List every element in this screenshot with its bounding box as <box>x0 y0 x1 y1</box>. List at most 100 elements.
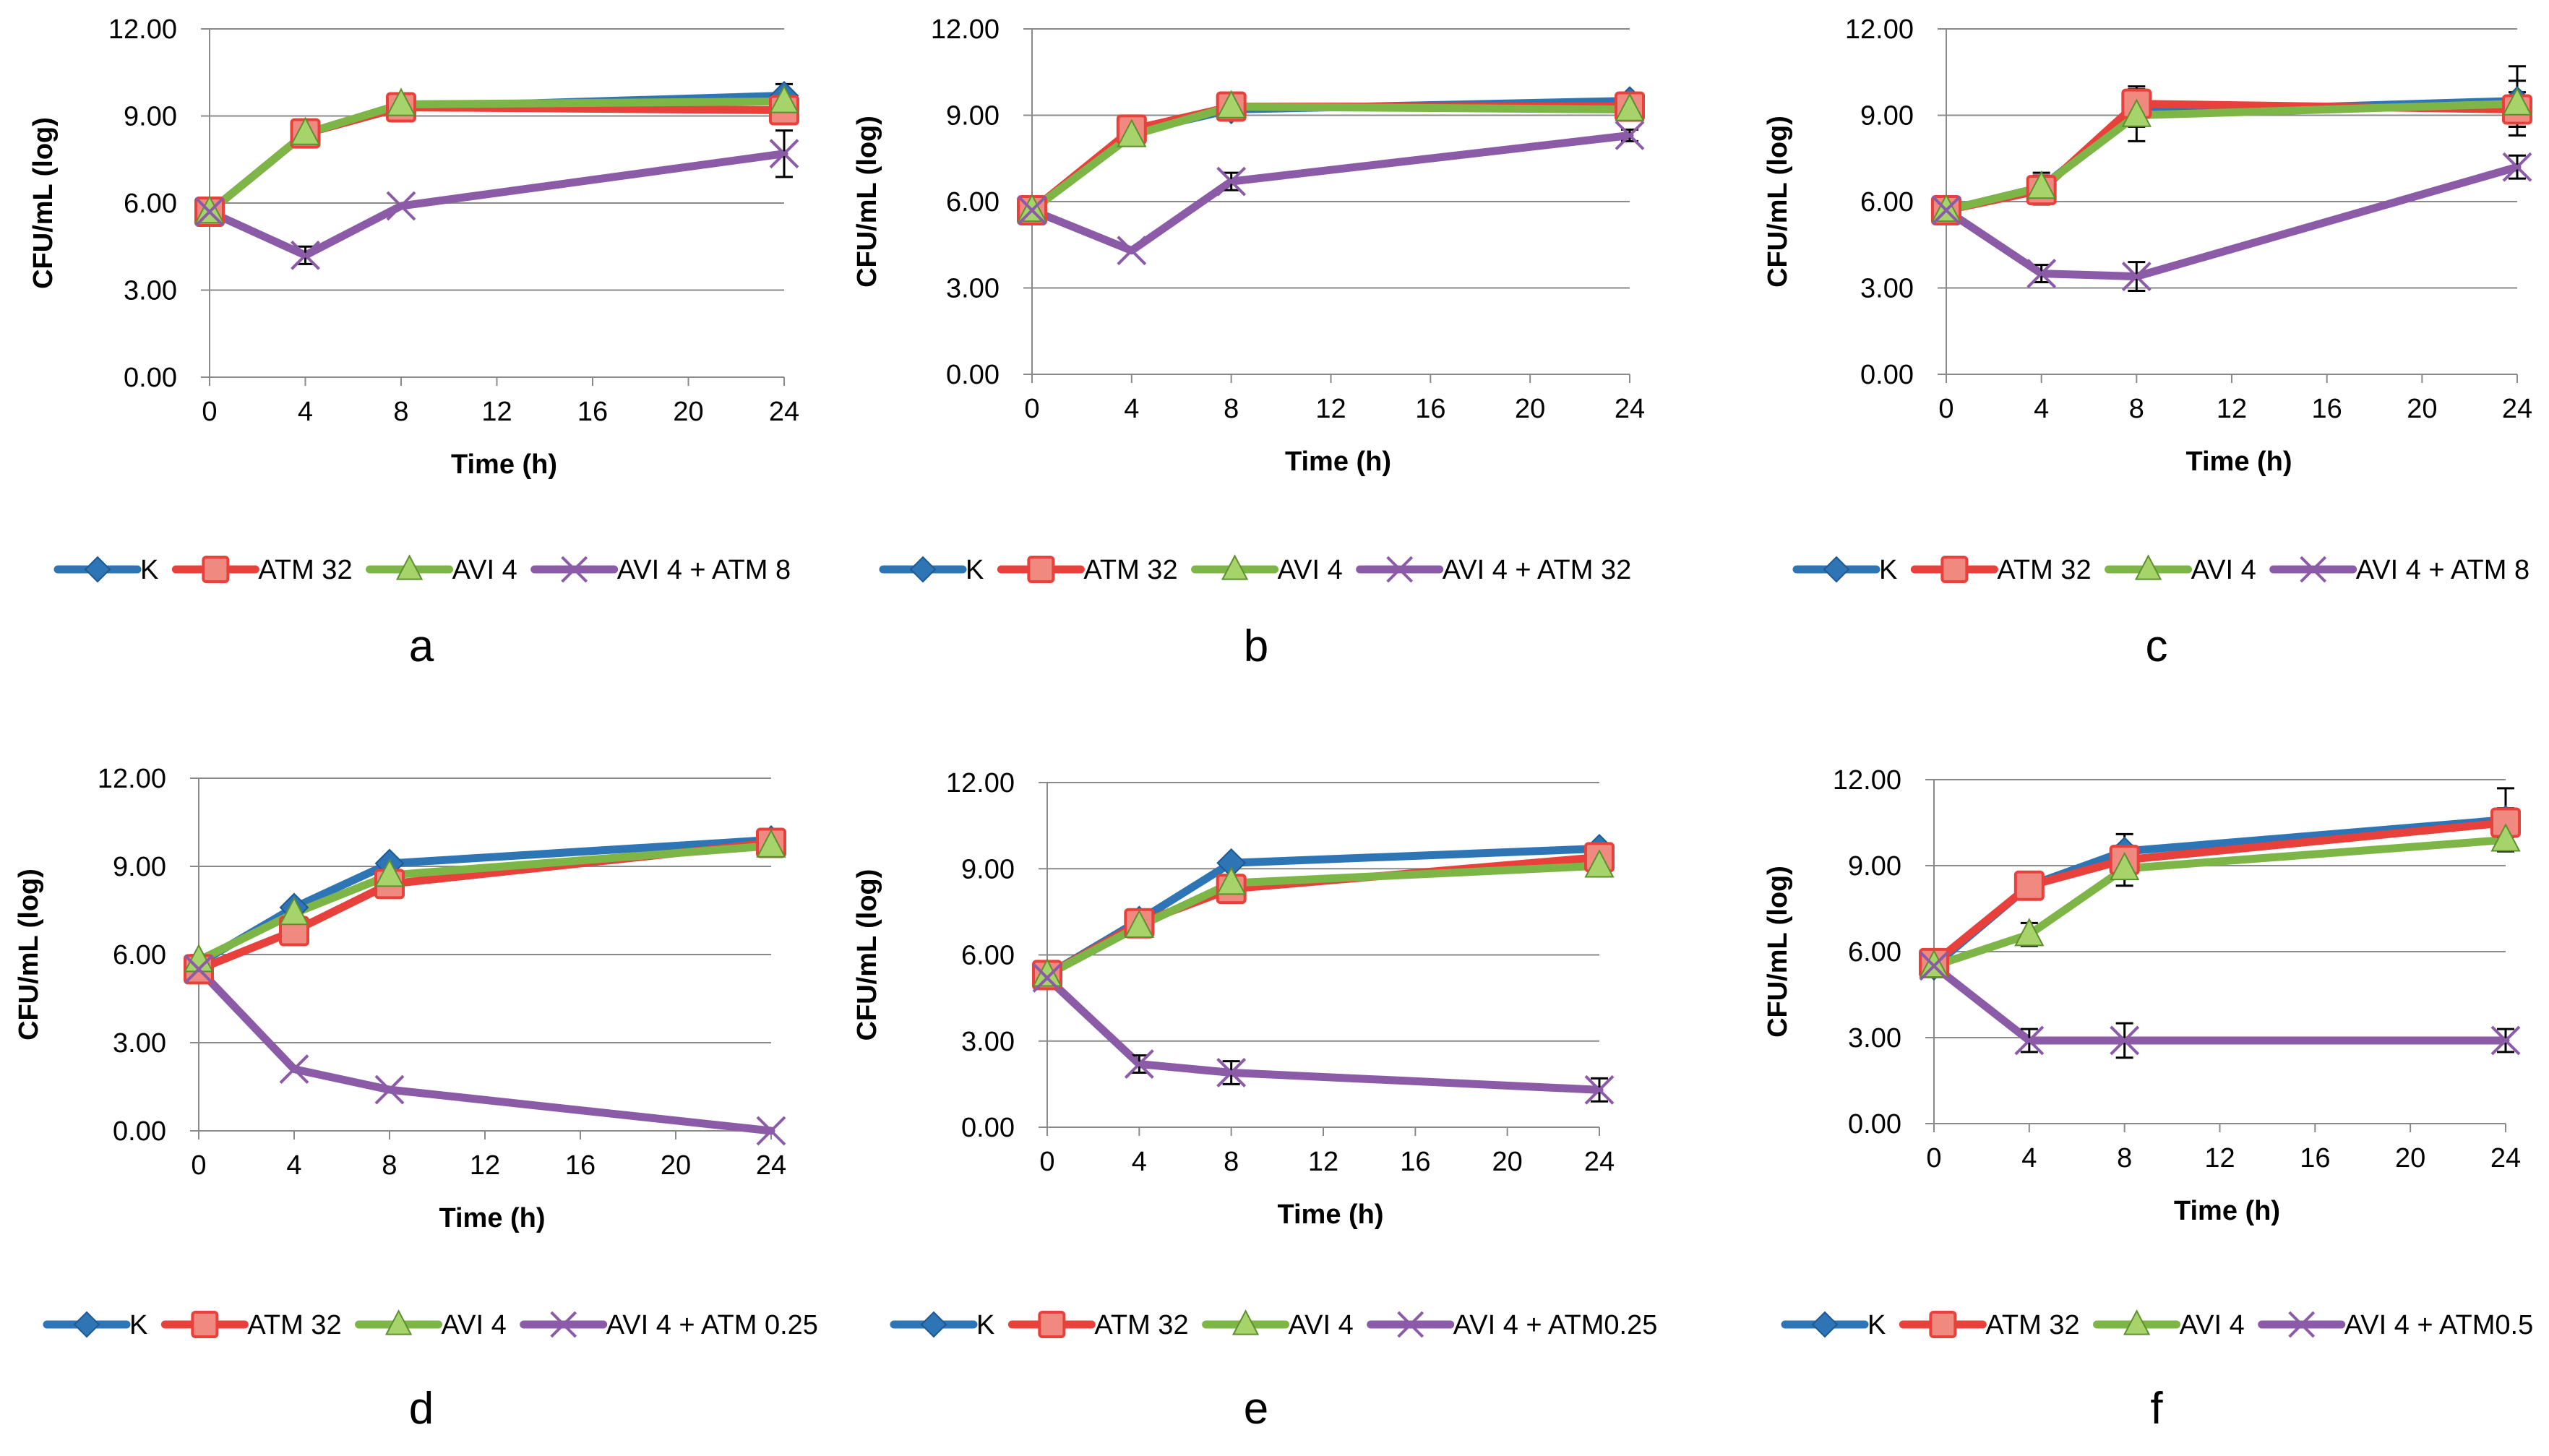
y-tick-label: 12.00 <box>931 14 1000 45</box>
chart-panel-a: 0.00 3.00 6.00 9.00 12.00 0 4 8 12 16 20 24 Time (h)… <box>28 14 799 671</box>
marker-x-stroke <box>1124 1049 1154 1079</box>
x-tick-label: 16 <box>565 1150 596 1181</box>
x-tick-label: 16 <box>1415 394 1445 424</box>
panel-label: c <box>2146 621 2168 671</box>
marker-x <box>291 240 320 270</box>
series-line-3 <box>205 150 788 259</box>
marker-x-stroke <box>291 240 320 270</box>
marker-triangle <box>1221 554 1249 580</box>
marker-x <box>1386 556 1414 583</box>
marker-triangle <box>2123 1309 2151 1335</box>
marker-x <box>1919 951 1949 981</box>
marker-triangle <box>2121 98 2152 127</box>
legend: K ATM 32 AVI 4 AVI 4 + ATM 8 <box>53 554 791 585</box>
marker-x <box>184 954 214 984</box>
x-tick-label: 24 <box>769 397 799 427</box>
marker-x-stroke <box>1919 951 1949 981</box>
y-axis-title: CFU/mL (log) <box>1763 866 1793 1038</box>
x-tick-label: 20 <box>1515 394 1545 424</box>
series-line-2 <box>1942 100 2522 215</box>
legend-label: AVI 4 <box>442 1310 507 1340</box>
y-tick-label: 6.00 <box>946 187 1000 217</box>
legend-label: AVI 4 + ATM0.25 <box>1453 1310 1658 1340</box>
x-tick-label: 16 <box>2300 1143 2330 1173</box>
panel-label: f <box>2150 1384 2163 1434</box>
marker-x <box>1017 195 1047 225</box>
marker-x-stroke <box>279 1054 309 1085</box>
marker-triangle <box>374 858 405 887</box>
x-tick-label: 8 <box>1224 394 1239 424</box>
legend-label: AVI 4 <box>1278 555 1343 585</box>
y-tick-label: 12.00 <box>108 14 177 45</box>
marker-square <box>2013 870 2045 901</box>
marker-x <box>2490 1025 2521 1056</box>
chart-panel-e: 0.00 3.00 6.00 9.00 12.00 0 4 8 12 16 20 24 Time (h)… <box>852 768 1657 1434</box>
marker-triangle <box>2502 87 2532 116</box>
legend-label: K <box>129 1310 147 1340</box>
x-tick-label: 4 <box>1124 394 1139 424</box>
marker-triangle <box>395 554 424 580</box>
marker-diamond <box>84 556 111 583</box>
panel-label: e <box>1244 1384 1268 1434</box>
marker-diamond <box>920 1311 947 1338</box>
legend-label: ATM 32 <box>258 555 352 585</box>
marker-x <box>1931 195 1961 225</box>
marker-triangle <box>1931 193 1961 223</box>
marker-x-stroke <box>2110 1025 2140 1056</box>
series-line-3 <box>1930 962 2510 1045</box>
legend-label: AVI 4 + ATM 32 <box>1443 555 1632 585</box>
marker-x-stroke <box>2121 262 2152 291</box>
chart-panel-d: 0.00 3.00 6.00 9.00 12.00 0 4 8 12 16 20 24 Time (h)… <box>14 764 818 1434</box>
y-tick-label: 12.00 <box>946 768 1015 798</box>
marker-triangle <box>384 1309 413 1335</box>
legend-label: K <box>976 1310 994 1340</box>
marker-x <box>1216 166 1247 197</box>
x-tick-label: 24 <box>1584 1147 1615 1177</box>
y-tick-label: 0.00 <box>124 363 177 393</box>
y-tick-label: 12.00 <box>1845 14 1914 45</box>
series-line-1 <box>1930 819 2510 968</box>
x-tick-label: 20 <box>673 397 703 427</box>
x-tick-label: 4 <box>2034 394 2049 424</box>
y-tick-label: 9.00 <box>113 852 166 882</box>
x-axis-title: Time (h) <box>1285 447 1391 477</box>
marker-triangle <box>2026 171 2057 199</box>
marker-x-stroke <box>2288 1311 2316 1338</box>
marker-triangle <box>290 116 321 145</box>
legend-label: ATM 32 <box>247 1310 341 1340</box>
marker-triangle <box>1216 90 1247 119</box>
x-tick-label: 12 <box>481 397 512 427</box>
marker-x <box>2026 259 2057 288</box>
y-tick-label: 9.00 <box>961 854 1015 884</box>
x-axis-title: Time (h) <box>451 449 557 480</box>
marker-triangle <box>279 897 309 926</box>
x-tick-label: 8 <box>1224 1147 1239 1177</box>
x-tick-label: 24 <box>1615 394 1645 424</box>
y-tick-label: 9.00 <box>1860 101 1914 132</box>
marker-x-stroke <box>184 954 214 984</box>
marker-x-stroke <box>2026 259 2057 288</box>
marker-x <box>2014 1025 2045 1056</box>
marker-x <box>374 1074 405 1105</box>
y-axis-title: CFU/mL (log) <box>852 116 882 288</box>
x-axis-title: Time (h) <box>2174 1196 2280 1226</box>
legend-label: AVI 4 + ATM 8 <box>617 555 791 585</box>
x-tick-label: 20 <box>2395 1143 2425 1173</box>
marker-x <box>1584 1074 1615 1105</box>
chart-panel-f: 0.00 3.00 6.00 9.00 12.00 0 4 8 12 16 20 24 Time (h)… <box>1763 765 2533 1434</box>
x-tick-label: 16 <box>2312 394 2342 424</box>
marker-x <box>561 556 588 583</box>
x-tick-label: 8 <box>2129 394 2144 424</box>
y-tick-label: 6.00 <box>1860 187 1914 217</box>
marker-triangle <box>2014 918 2045 947</box>
legend-label: AVI 4 <box>2191 555 2256 585</box>
x-tick-label: 0 <box>1938 394 1953 424</box>
y-tick-label: 6.00 <box>124 189 177 219</box>
series-line-3 <box>1942 163 2522 281</box>
series-line-2 <box>205 97 788 216</box>
marker-triangle <box>194 195 225 224</box>
legend-label: K <box>966 555 984 585</box>
legend-label: AVI 4 + ATM 0.25 <box>606 1310 818 1340</box>
marker-square <box>1038 1311 1066 1338</box>
